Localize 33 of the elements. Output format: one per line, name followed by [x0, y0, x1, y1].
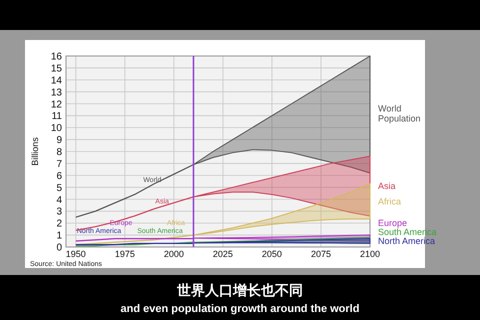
- x-tick-label: 2075: [310, 249, 331, 259]
- text: North America: [378, 236, 436, 246]
- text: Asia: [378, 181, 396, 192]
- y-tick-label: 13: [50, 87, 62, 98]
- y-tick-label: 0: [56, 242, 62, 254]
- y-tick-label: 8: [56, 147, 62, 158]
- x-tick-label: 1950: [66, 249, 86, 259]
- text: South America: [378, 227, 437, 238]
- x-tick-label: 2050: [262, 249, 282, 259]
- y-tick-label: 4: [56, 194, 62, 206]
- x-tick-label: 2000: [164, 249, 184, 259]
- y-tick-label: 16: [50, 52, 62, 62]
- y-tick-label: 7: [56, 158, 62, 170]
- text: Africa: [378, 196, 402, 206]
- y-tick-label: 14: [50, 75, 62, 86]
- y-tick-label: 3: [56, 206, 62, 218]
- y-tick-label: 1: [56, 230, 62, 242]
- y-tick-label: 5: [56, 182, 62, 194]
- y-axis-title: Billions: [30, 136, 40, 166]
- x-tick-label: 2025: [212, 249, 233, 259]
- y-tick-label: 10: [50, 123, 62, 134]
- text: 世界人口增长也不同: [176, 282, 303, 298]
- y-tick-label: 9: [56, 135, 62, 146]
- y-tick-label: 12: [50, 99, 62, 110]
- text: World Population: [378, 103, 421, 124]
- y-tick-label: 11: [52, 111, 62, 122]
- x-tick-label: 2100: [360, 249, 380, 259]
- x-tick-label: 1975: [114, 249, 135, 259]
- text: Europe: [378, 218, 408, 228]
- y-tick-label: 2: [56, 218, 62, 230]
- y-tick-label: 15: [50, 63, 62, 74]
- text: and even population growth around the world: [120, 303, 360, 315]
- y-tick-label: 6: [56, 170, 62, 182]
